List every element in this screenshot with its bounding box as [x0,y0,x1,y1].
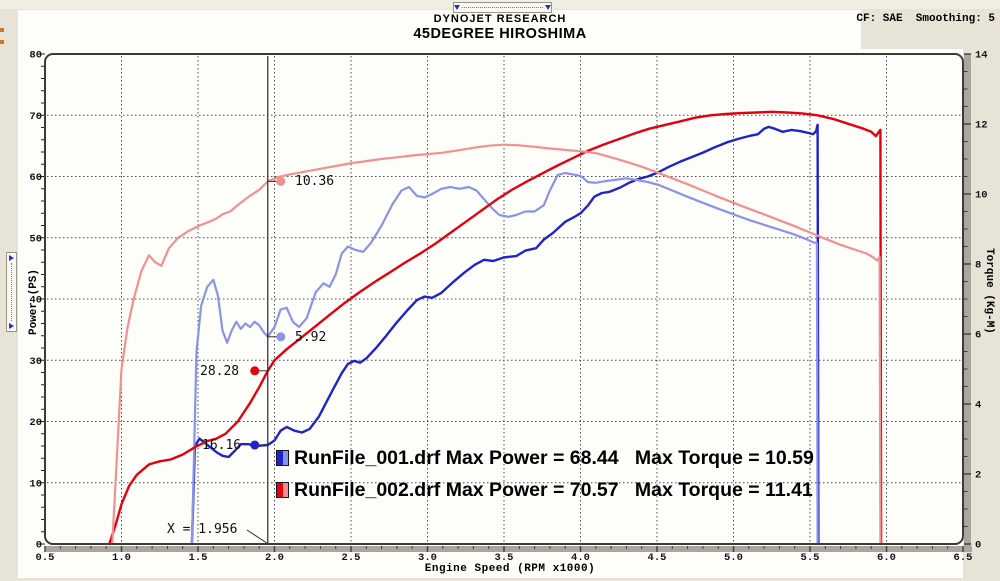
power-tick-label: 50 [29,233,42,245]
cursor-label-callout [246,529,268,544]
chart-title: 45DEGREE HIROSHIMA [413,26,587,42]
torque-tick-label: 2 [975,470,981,482]
x-axis-title: Engine Speed (RPM x1000) [424,563,596,575]
x-tick-label: 0.5 [36,552,55,564]
x-tick-label: 5.0 [724,552,743,564]
power-tick-label: 40 [29,295,42,307]
cursor-readout-run2-torque: 10.36 [295,174,335,189]
plot-frame [44,53,964,545]
torque-tick-label: 0 [975,540,981,552]
correction-info: CF: SAE Smoothing: 5 [856,13,995,25]
run2-legend-text: RunFile_002.drf Max Power = 70.57 Max To… [294,479,813,501]
cursor-readout-run2-power: 28.28 [200,364,240,379]
x-tick-label: 2.0 [265,552,284,564]
cursor-readout-run1-torque: 5.92 [295,330,327,345]
chart-panel [18,10,963,578]
power-tick-label: 10 [29,478,42,490]
torque-axis-title: Torque (Kg-M) [983,248,995,334]
x-tick-label: 4.0 [571,552,590,564]
power-tick-label: 0 [36,540,42,552]
cursor-dot-run2_power [250,366,260,376]
edge-mark-icon [0,28,4,32]
torque-tick-label: 14 [975,50,988,62]
slider-handle-bottom-icon[interactable] [9,323,14,329]
power-tick-label: 70 [29,111,42,123]
run2-swatch-icon [276,482,289,498]
edge-mark-icon [0,40,4,44]
torque-tick-label: 6 [975,330,981,342]
slider-handle-top-icon[interactable] [9,255,14,261]
x-tick-label: 3.5 [495,552,514,564]
legend-row-run1: RunFile_001.drf Max Power = 68.44 Max To… [276,448,814,468]
y-zoom-slider[interactable] [6,252,17,332]
slider-track[interactable] [462,7,543,8]
panel-corner-notch [861,10,963,49]
power-tick-label: 20 [29,417,42,429]
torque-tick-label: 8 [975,260,981,272]
torque-tick-label: 12 [975,120,988,132]
series-run2_power [108,110,883,546]
cursor-readout-run1-power: 16.16 [202,438,242,453]
run1-swatch-icon [276,450,289,466]
torque-tick-label: 10 [975,190,988,202]
x-zoom-slider[interactable] [453,2,552,13]
slider-handle-left-icon[interactable] [454,5,460,10]
power-tick-label: 80 [29,50,42,62]
x-tick-label: 1.5 [189,552,208,564]
legend-row-run2: RunFile_002.drf Max Power = 70.57 Max To… [276,480,813,500]
x-tick-label: 2.5 [342,552,361,564]
series-run2_torque [111,143,882,546]
torque-axis-band [964,54,971,552]
app-title: DYNOJET RESEARCH [433,13,567,25]
torque-tick-label: 4 [975,400,981,412]
power-axis-title: Power (PS) [28,268,40,336]
power-tick-label: 30 [29,356,42,368]
x-tick-label: 5.5 [801,552,820,564]
cursor-dot-run1_torque [276,332,286,342]
cursor-x-label: X = 1.956 [167,522,238,537]
x-tick-label: 4.5 [648,552,667,564]
x-tick-label: 6.0 [877,552,896,564]
slider-handle-right-icon[interactable] [545,5,551,10]
x-tick-label: 3.0 [418,552,437,564]
x-axis-band [45,546,972,552]
slider-track[interactable] [11,263,12,321]
cursor-dot-run1_power [250,440,260,450]
power-tick-label: 60 [29,172,42,184]
x-tick-label: 6.5 [954,552,973,564]
cursor-dot-run2_torque [276,176,286,186]
x-tick-label: 1.0 [112,552,131,564]
run1-legend-text: RunFile_001.drf Max Power = 68.44 Max To… [294,447,814,469]
series-run1_torque [190,171,819,546]
